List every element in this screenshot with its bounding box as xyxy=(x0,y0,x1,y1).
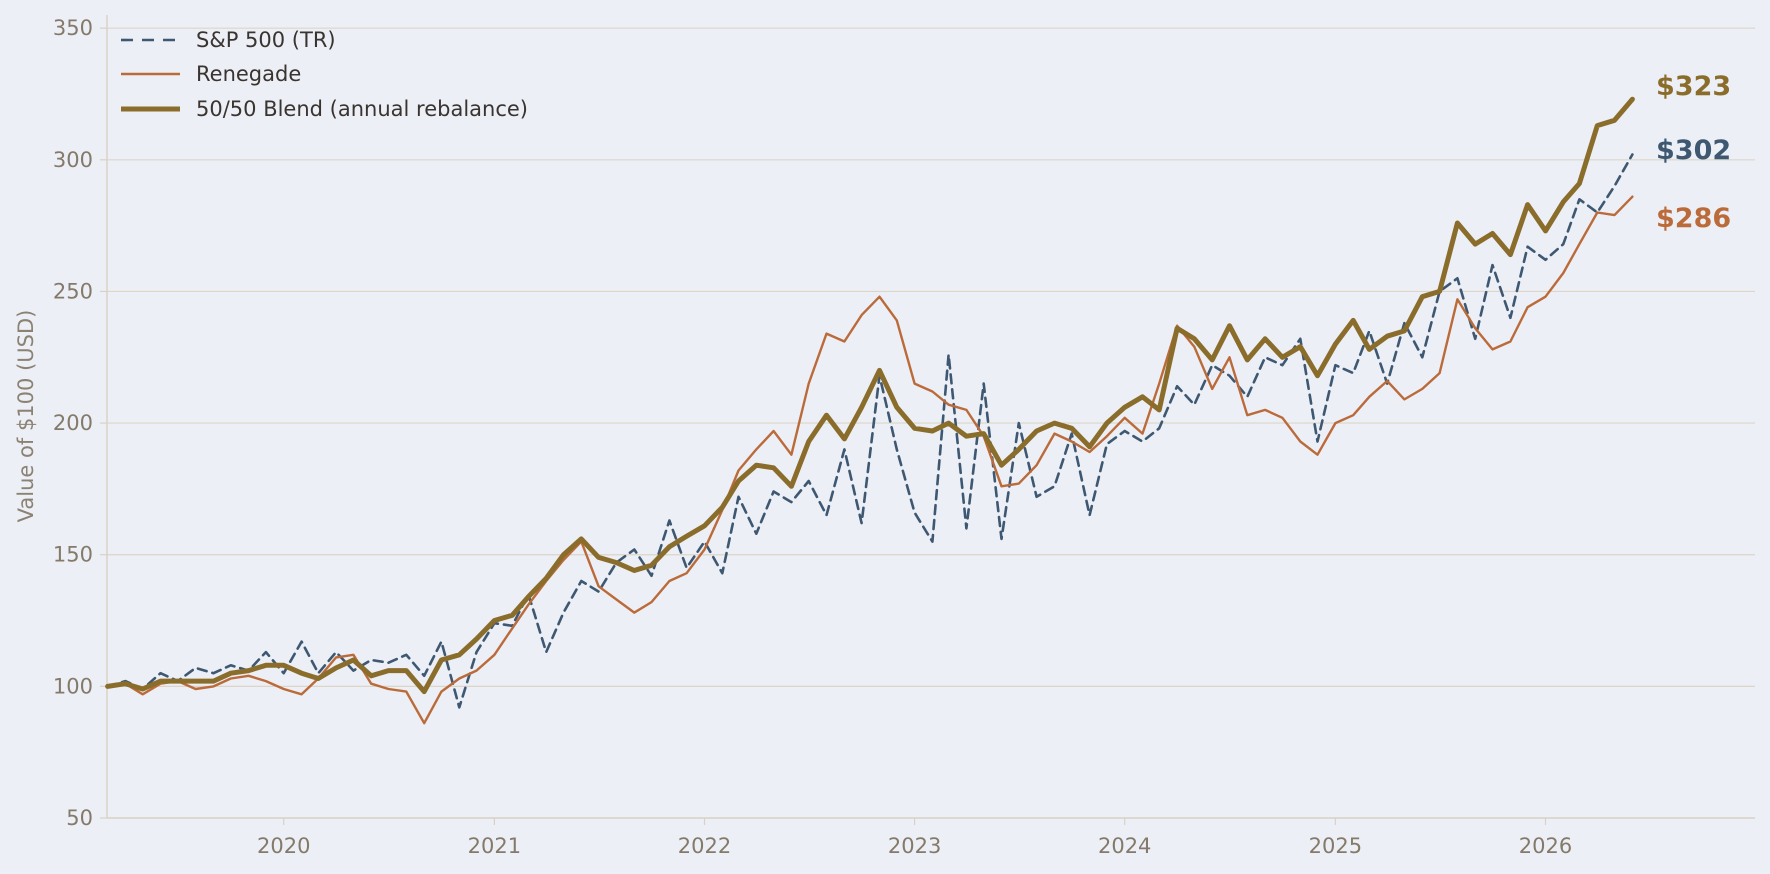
y-tick-label-300: 300 xyxy=(53,148,93,172)
x-tick-label-2023: 2023 xyxy=(888,834,941,858)
y-tick-label-100: 100 xyxy=(53,674,93,698)
y-axis-ticks: 50 100 150 200 250 300 350 xyxy=(53,16,107,830)
series-line-2 xyxy=(105,96,1635,695)
y-tick-label-200: 200 xyxy=(53,411,93,435)
gridlines xyxy=(107,27,1755,687)
x-tick-label-2021: 2021 xyxy=(468,834,521,858)
legend-label-2: 50/50 Blend (annual rebalance) xyxy=(196,97,528,121)
x-tick-label-2026: 2026 xyxy=(1519,834,1572,858)
x-tick-label-2020: 2020 xyxy=(257,834,310,858)
y-tick-label-250: 250 xyxy=(53,279,93,303)
x-tick-label-2025: 2025 xyxy=(1309,834,1362,858)
x-tick-label-2022: 2022 xyxy=(678,834,731,858)
end-label-series-0: $302 xyxy=(1656,135,1731,166)
legend-label-1: Renegade xyxy=(196,62,301,86)
y-axis-title: Value of $100 (USD) xyxy=(14,310,38,523)
y-tick-label-150: 150 xyxy=(53,543,93,567)
end-label-series-1: $286 xyxy=(1656,203,1731,234)
legend-label-0: S&P 500 (TR) xyxy=(196,28,336,52)
series-lines xyxy=(105,96,1635,725)
x-tick-label-2024: 2024 xyxy=(1098,834,1151,858)
end-label-series-2: $323 xyxy=(1656,71,1731,102)
end-labels: $323 $302 $286 xyxy=(1656,71,1731,234)
y-tick-label-50: 50 xyxy=(66,806,93,830)
y-tick-label-350: 350 xyxy=(53,16,93,40)
legend: S&P 500 (TR) Renegade 50/50 Blend (annual … xyxy=(121,28,528,121)
x-axis-ticks: 2020 2021 2022 2023 2024 2025 2026 xyxy=(257,818,1572,858)
